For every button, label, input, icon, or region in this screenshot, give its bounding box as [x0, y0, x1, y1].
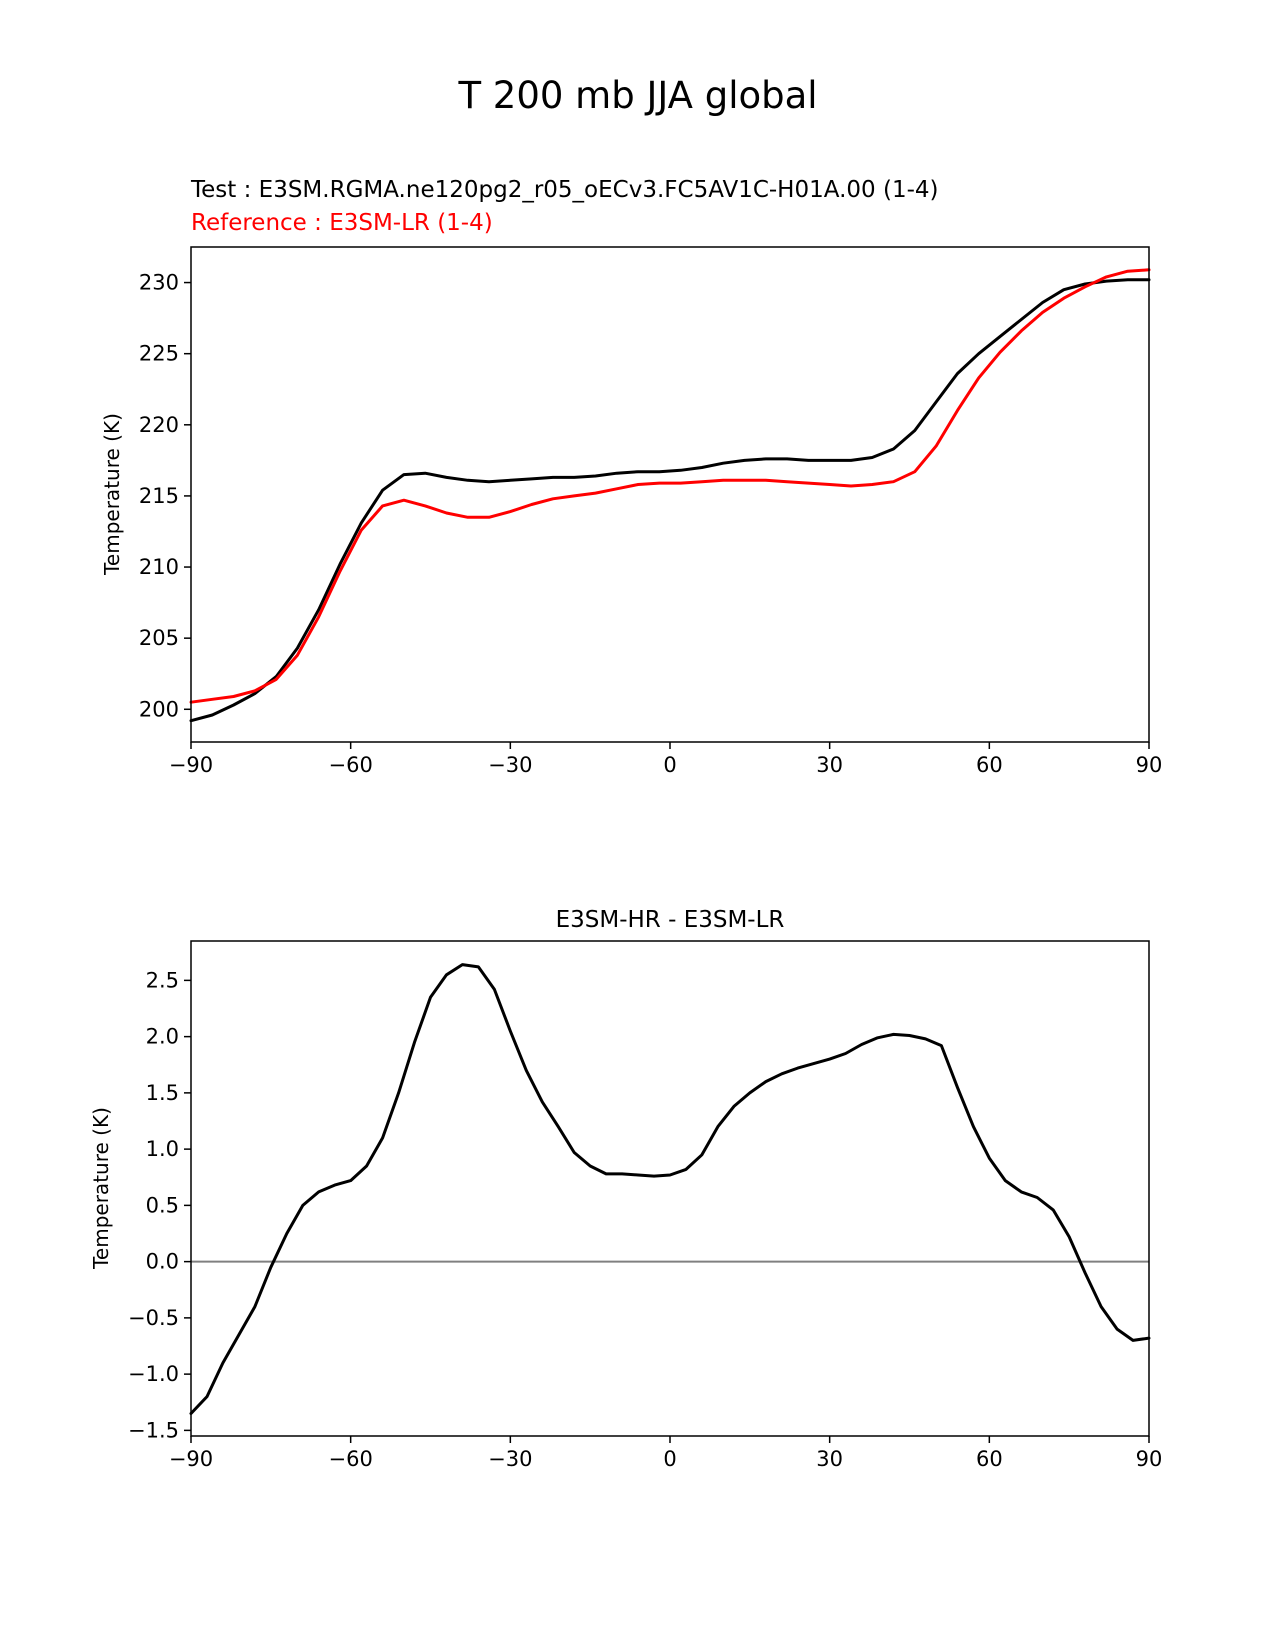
- bottom-ytick-label: 2.0: [146, 1025, 179, 1049]
- reference-title: Reference : E3SM-LR (1-4): [191, 210, 493, 236]
- bottom-ytick-label: 1.5: [146, 1081, 179, 1105]
- bottom-line-chart: E3SM-HR - E3SM-LR −90 −60 −30 0 30 60 90 −1.5 −1…: [89, 907, 1162, 1471]
- bottom-ytick-label: −1.0: [128, 1362, 179, 1386]
- bottom-xtick-label: 30: [816, 1447, 843, 1471]
- bottom-ytick-label: 2.5: [146, 968, 179, 992]
- bottom-chart-marks: −90 −60 −30 0 30 60 90 −1.5 −1.0 −0.5 0.0 0.5 1.0 1.5…: [128, 968, 1162, 1471]
- bottom-ylabel: Temperature (K): [89, 1107, 113, 1270]
- top-xtick-label: −30: [488, 753, 532, 777]
- top-series-line-2: [189, 268, 1151, 704]
- top-ytick-label: 215: [139, 484, 179, 508]
- bottom-xtick-label: 90: [1136, 1447, 1163, 1471]
- top-xtick-label: 90: [1136, 753, 1163, 777]
- bottom-ytick-label: 0.0: [146, 1250, 179, 1274]
- bottom-series-line-1: [189, 963, 1151, 1415]
- top-xtick-label: 0: [663, 753, 676, 777]
- top-xtick-label: 60: [976, 753, 1003, 777]
- bottom-chart-frame: [190, 940, 1150, 1437]
- bottom-xtick-label: −60: [329, 1447, 373, 1471]
- bottom-xtick-label: 60: [976, 1447, 1003, 1471]
- top-chart-series: [189, 268, 1151, 723]
- top-xtick-label: −60: [329, 753, 373, 777]
- top-ylabel: Temperature (K): [100, 413, 124, 576]
- top-ytick-label: 205: [139, 626, 179, 650]
- bottom-chart-series: [189, 963, 1151, 1415]
- top-xtick-label: −90: [169, 753, 213, 777]
- top-chart-frame: [190, 246, 1150, 743]
- bottom-ytick-label: −1.5: [128, 1418, 179, 1442]
- bottom-ytick-label: 0.5: [146, 1193, 179, 1217]
- figure-title: T 200 mb JJA global: [457, 74, 817, 117]
- difference-title: E3SM-HR - E3SM-LR: [556, 907, 785, 933]
- top-series-line-1: [189, 278, 1151, 723]
- test-title: Test : E3SM.RGMA.ne120pg2_r05_oECv3.FC5A…: [190, 177, 938, 203]
- top-ytick-label: 230: [139, 271, 179, 295]
- top-chart-marks: −90 −60 −30 0 30 60 90 200 205 210 215 220 225 230: [139, 271, 1162, 777]
- bottom-xtick-label: −30: [488, 1447, 532, 1471]
- bottom-ytick-label: −0.5: [128, 1306, 179, 1330]
- top-ytick-label: 200: [139, 697, 179, 721]
- bottom-xtick-label: −90: [169, 1447, 213, 1471]
- top-ytick-label: 210: [139, 555, 179, 579]
- top-ytick-label: 220: [139, 413, 179, 437]
- bottom-ytick-label: 1.0: [146, 1137, 179, 1161]
- top-ytick-label: 225: [139, 342, 179, 366]
- bottom-xtick-label: 0: [663, 1447, 676, 1471]
- top-xtick-label: 30: [816, 753, 843, 777]
- top-line-chart: Test : E3SM.RGMA.ne120pg2_r05_oECv3.FC5A…: [100, 177, 1162, 777]
